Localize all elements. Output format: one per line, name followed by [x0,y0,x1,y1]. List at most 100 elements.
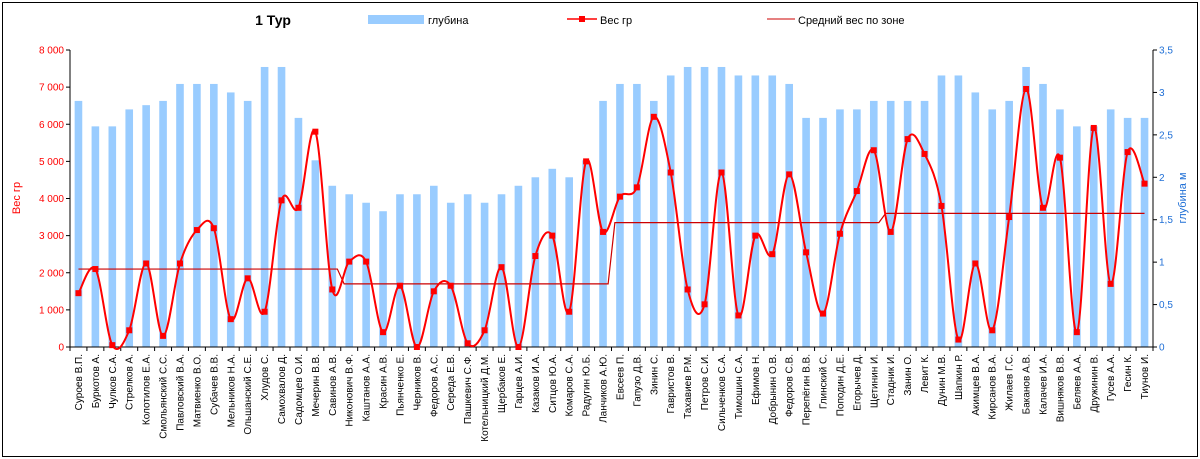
category-label: Федоров С.В. [785,354,796,417]
depth-bar [1039,83,1047,347]
category-label: Колотилов Е.А. [142,354,153,425]
depth-bar [345,194,354,347]
depth-bar [497,194,506,347]
y-axis-left-label: Вес гр [11,182,23,214]
weight-point [938,202,945,209]
category-label: Гавристов В. [666,354,677,413]
depth-bar [226,92,235,348]
depth-bar [903,100,912,347]
weight-point [481,327,488,334]
category-label: Шапкин Р. [954,354,965,400]
depth-bar [853,109,861,348]
category-label: Комаров С.А. [565,354,576,417]
category-label: Занин О. [903,354,914,396]
weight-point [566,308,573,315]
weight-point [1124,149,1131,156]
category-label: Пьянченко Е. [395,354,406,416]
weight-point [447,282,454,289]
depth-bar [260,66,269,347]
weight-point [75,290,82,297]
depth-bar [802,117,810,347]
weight-point [430,288,437,295]
category-label: Евсеев П. [615,354,626,400]
depth-bar [193,83,201,347]
category-label: Казаков И.А. [531,354,542,413]
weight-point [396,282,403,289]
category-label: Поподин Д.Е. [835,354,846,416]
category-label: Павловский В.А. [175,354,186,431]
category-label: Калачев И.А. [1039,354,1050,415]
weight-point [261,308,268,315]
category-label: Середа Е.В. [446,354,457,411]
depth-bar [582,160,590,347]
weight-point [887,228,894,235]
weight-point [1141,180,1148,187]
category-label: Петров С.И. [700,354,711,410]
weight-point [312,128,319,135]
depth-bar [91,126,100,348]
depth-bar [616,83,624,347]
depth-bar [751,75,760,348]
category-label: Гапузо Д.В. [632,354,643,407]
y-right-tick-label: 1,5 [1159,215,1173,226]
category-label: Савинов А.В. [328,354,339,416]
y-right-tick-label: 2,5 [1159,130,1173,141]
depth-bar [920,100,929,347]
category-label: Сильченков С.А. [717,354,728,431]
category-label: Тахавиев Р.М. [683,354,694,419]
weight-point [227,316,234,323]
depth-bar [1089,126,1098,348]
y-left-tick-label: 4 000 [39,194,64,205]
category-label: Садомцев О.И. [294,354,305,425]
weight-point [853,188,860,195]
depth-bar [869,100,878,347]
depth-bar [446,202,455,347]
category-label: Стадник И. [886,354,897,405]
category-label: Гарцев А.И. [514,354,525,409]
weight-point [464,340,471,347]
weight-point [972,260,979,267]
depth-bar [1073,126,1081,348]
category-label: Красин А.В. [379,354,390,409]
depth-bar [717,66,726,347]
weight-point [160,332,167,339]
depth-bar [599,100,607,347]
weight-point [346,258,353,265]
weight-point [701,301,708,308]
depth-bar [159,100,167,347]
weight-point [126,327,133,334]
category-label: Смольянский С.С. [159,354,170,439]
weight-point [803,249,810,256]
depth-bar [176,83,184,347]
weight-point [583,158,590,165]
category-label: Ланчиков А.Ю. [599,354,610,423]
category-label: Каштанов А.А. [362,354,373,422]
weight-point [633,184,640,191]
depth-bar [379,211,387,347]
category-label: Гесин К. [1123,354,1134,392]
depth-bar [514,185,523,347]
y-right-tick-label: 2 [1159,173,1165,184]
depth-bar [768,75,777,348]
legend-bars-label: глубина [428,15,469,27]
weight-point [363,258,370,265]
category-label: Егорычев Д. [852,354,863,411]
weight-point [1107,280,1114,287]
weight-point [329,286,336,293]
depth-bar [886,100,895,347]
depth-bar [1056,109,1064,348]
category-label: Матвиенко В.О. [192,354,203,427]
weight-point [549,232,556,239]
category-label: Ситцов Ю.А. [548,354,559,413]
depth-bar [1123,117,1132,347]
weight-line [77,87,1146,351]
chart-title: 1 Тур [255,12,291,28]
depth-bar [243,100,252,347]
category-label: Пашкевич С.Ф. [463,354,474,424]
weight-point [176,260,183,267]
category-label: Федоров А.С. [429,354,440,417]
category-label: Зинин С. [649,354,660,395]
legend-bars-swatch [368,15,424,24]
y-left-tick-label: 6 000 [39,120,64,131]
depth-bar [836,109,844,348]
